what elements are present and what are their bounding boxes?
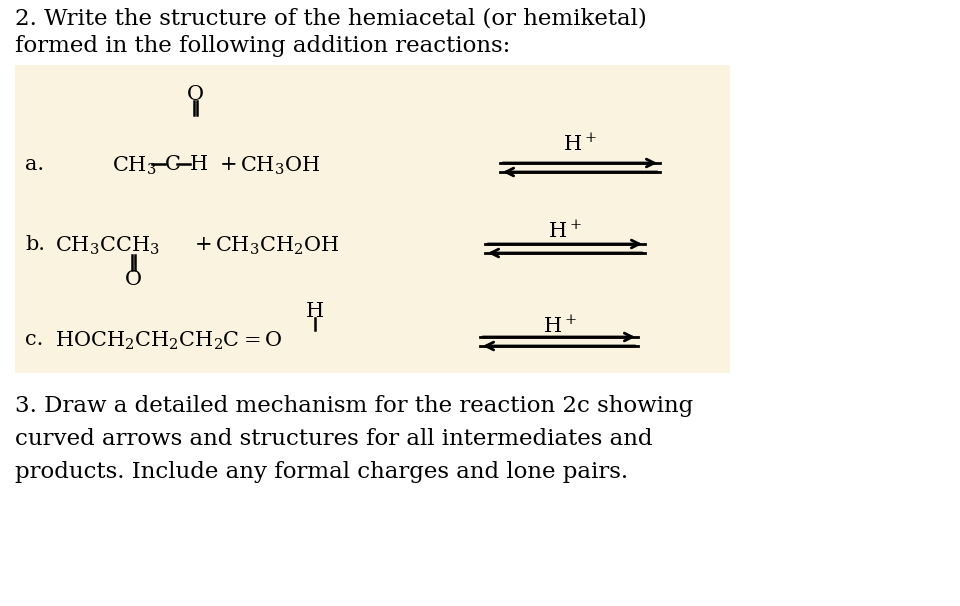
Text: $\mathregular{CH_3CCH_3}$: $\mathregular{CH_3CCH_3}$ — [55, 235, 159, 258]
Text: C: C — [165, 155, 180, 174]
Text: 2. Write the structure of the hemiacetal (or hemiketal): 2. Write the structure of the hemiacetal… — [15, 8, 647, 30]
Text: $\mathregular{CH_3CH_2OH}$: $\mathregular{CH_3CH_2OH}$ — [215, 235, 340, 258]
Text: curved arrows and structures for all intermediates and: curved arrows and structures for all int… — [15, 428, 653, 450]
Text: formed in the following addition reactions:: formed in the following addition reactio… — [15, 35, 511, 57]
Text: c.: c. — [25, 330, 43, 349]
Text: H: H — [190, 155, 208, 174]
Text: $\mathregular{H^+}$: $\mathregular{H^+}$ — [548, 220, 582, 242]
Text: H: H — [306, 302, 324, 321]
Text: $\mathregular{HOCH_2CH_2CH_2C=O}$: $\mathregular{HOCH_2CH_2CH_2C=O}$ — [55, 330, 282, 352]
Text: +: + — [195, 235, 212, 254]
Text: $\mathregular{H^+}$: $\mathregular{H^+}$ — [543, 315, 577, 336]
Text: $\mathregular{CH_3}$: $\mathregular{CH_3}$ — [112, 155, 156, 178]
Text: products. Include any formal charges and lone pairs.: products. Include any formal charges and… — [15, 461, 628, 483]
Text: +: + — [220, 155, 238, 174]
Text: $\mathregular{H^+}$: $\mathregular{H^+}$ — [564, 133, 597, 155]
Text: O: O — [125, 270, 141, 289]
FancyBboxPatch shape — [15, 65, 730, 373]
Text: 3. Draw a detailed mechanism for the reaction 2c showing: 3. Draw a detailed mechanism for the rea… — [15, 395, 693, 417]
Text: a.: a. — [25, 155, 44, 174]
Text: O: O — [186, 85, 204, 104]
Text: b.: b. — [25, 235, 45, 254]
Text: $\mathregular{CH_3OH}$: $\mathregular{CH_3OH}$ — [240, 155, 321, 178]
